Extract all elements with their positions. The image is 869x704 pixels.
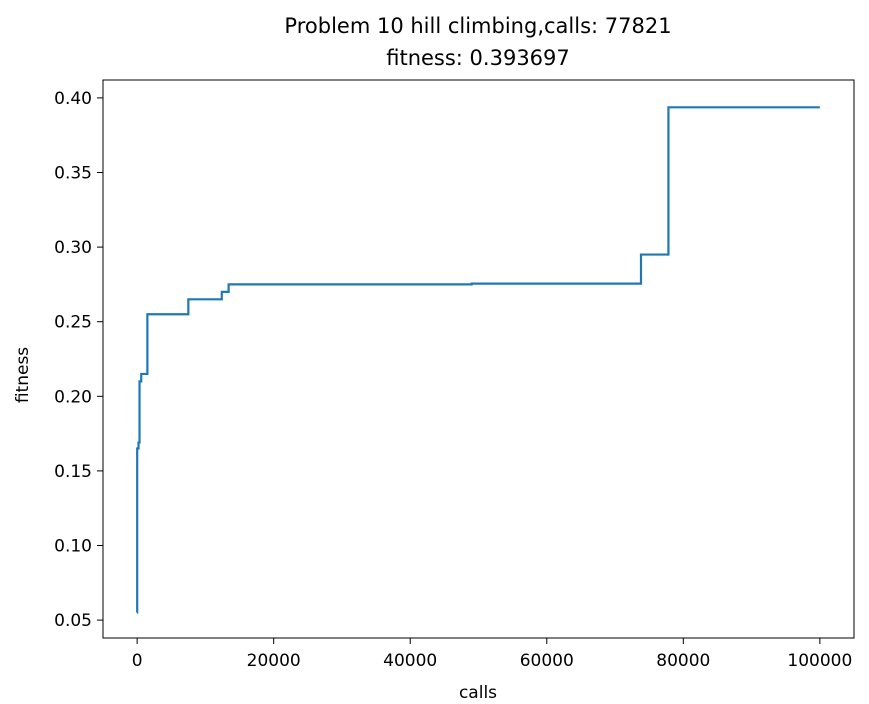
series-layer	[136, 106, 820, 614]
x-tick-label: 0	[132, 651, 143, 671]
x-axis-label: calls	[459, 683, 497, 703]
x-tick-label: 60000	[520, 651, 574, 671]
y-axis-label: fitness	[13, 347, 33, 403]
y-tick-label: 0.10	[54, 536, 92, 556]
plot-area	[103, 80, 854, 638]
chart-title: Problem 10 hill climbing,calls: 77821	[284, 14, 671, 38]
chart-subtitle: fitness: 0.393697	[386, 46, 570, 70]
x-tick-label: 40000	[383, 651, 437, 671]
plot-frame	[102, 79, 855, 639]
y-tick-label: 0.20	[54, 387, 92, 407]
y-tick-label: 0.40	[54, 89, 92, 109]
x-axis: 0 20000 40000 60000 80000 100000	[132, 638, 852, 671]
y-tick-label: 0.35	[54, 164, 92, 184]
fitness-line	[136, 106, 820, 614]
x-tick-label: 80000	[656, 651, 710, 671]
y-tick-label: 0.25	[54, 313, 92, 333]
y-tick-label: 0.30	[54, 238, 92, 258]
y-tick-label: 0.05	[54, 611, 92, 631]
x-tick-label: 20000	[247, 651, 301, 671]
y-axis: 0.05 0.10 0.15 0.20 0.25 0.30 0.35 0.40	[54, 89, 103, 631]
x-tick-label: 100000	[787, 651, 852, 671]
y-tick-label: 0.15	[54, 462, 92, 482]
